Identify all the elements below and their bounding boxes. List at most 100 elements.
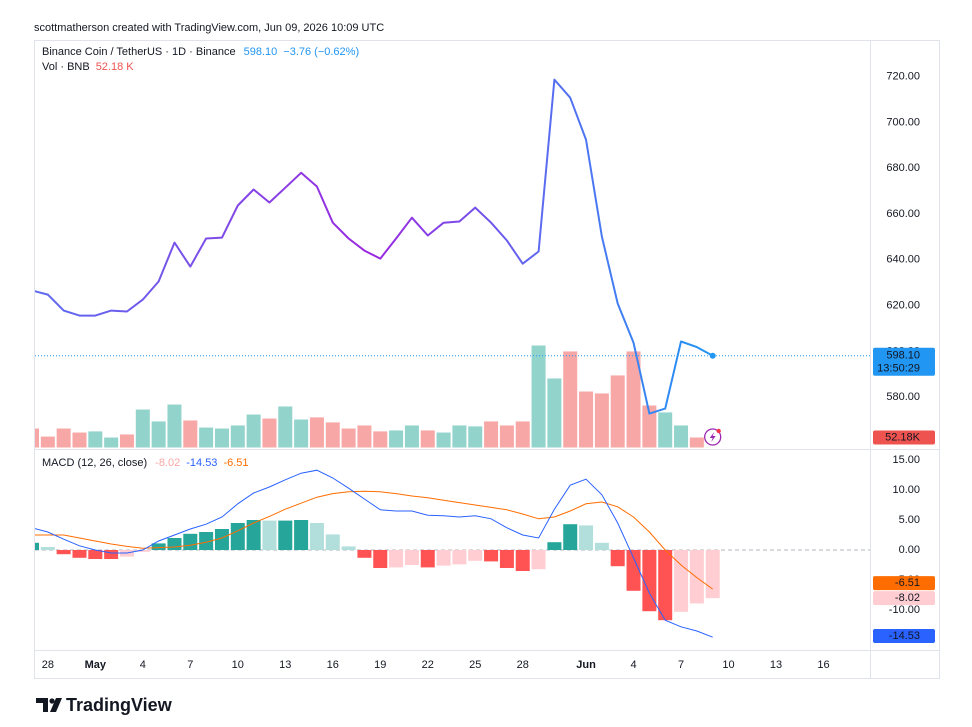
volume-bar [56, 428, 71, 448]
y-tick-label: 680.00 [886, 162, 920, 174]
volume-bar [262, 418, 277, 448]
price-badge [873, 347, 935, 376]
volume-bar [547, 378, 562, 448]
histogram-bar [626, 550, 641, 591]
y-tick-label: 660.00 [886, 208, 920, 220]
vol-title: Vol · BNB [42, 61, 90, 73]
volume-bar [642, 405, 657, 448]
volume-bar [72, 432, 87, 448]
x-tick-label: 28 [42, 659, 54, 671]
histogram-bar [151, 543, 166, 550]
x-tick-label: 28 [517, 659, 529, 671]
volume-bar [214, 428, 229, 448]
x-tick-label: 7 [678, 659, 684, 671]
price-change: −3.76 (−0.62%) [283, 46, 359, 58]
logo-text: TradingView [66, 695, 173, 715]
volume-bar [341, 428, 356, 448]
macd-line [35, 469, 713, 638]
symbol: Binance Coin / TetherUS · 1D · Binance [42, 46, 236, 58]
x-tick-label: 19 [374, 659, 386, 671]
histogram-bar [579, 525, 594, 550]
histogram-bar [56, 550, 71, 555]
signal-badge [873, 576, 935, 591]
x-tick-label: 16 [327, 659, 339, 671]
histogram-bar [214, 529, 229, 550]
y-tick-label: 0.00 [899, 544, 920, 556]
histogram-bar [452, 550, 467, 565]
histogram-bar [135, 550, 150, 552]
last-price: 598.10 [244, 46, 278, 58]
histogram-bar [72, 550, 87, 558]
y-tick-label: 620.00 [886, 299, 920, 311]
x-tick-label: 10 [232, 659, 244, 671]
volume-bar [658, 412, 673, 448]
volume-bar [436, 432, 451, 448]
volume-bar [199, 427, 214, 448]
y-tick-label: 15.00 [892, 454, 920, 466]
signal-badge-label: -6.51 [895, 577, 920, 589]
histogram-bar [167, 538, 182, 550]
histogram-bar [658, 550, 673, 621]
histogram-bar [88, 550, 103, 559]
histogram-bar [341, 546, 356, 550]
x-tick-label: 7 [187, 659, 193, 671]
icon [709, 432, 716, 442]
histogram-bar [183, 533, 198, 550]
volume-bar [230, 425, 245, 448]
histogram-bar [325, 534, 340, 550]
y-tick-label: 700.00 [886, 116, 920, 128]
macd-value: -14.53 [186, 457, 217, 469]
y-tick-label: 10.00 [892, 484, 920, 496]
histogram-bar [104, 550, 119, 559]
histogram-bar [246, 520, 261, 550]
signal-value: -6.51 [223, 457, 248, 469]
volume-bar [357, 425, 372, 448]
volume-badge [873, 430, 935, 445]
logo: TradingView [36, 695, 173, 715]
volume-bar [531, 345, 546, 448]
macd-title: MACD (12, 26, close) [42, 457, 147, 469]
volume-bar [167, 404, 182, 448]
volume-bar [278, 406, 293, 448]
price-badge-label: 13:50:29 [877, 363, 920, 375]
histogram-bar [468, 550, 483, 561]
histogram-bar [515, 550, 530, 571]
histogram-bar [420, 550, 435, 568]
volume-bar [119, 434, 134, 448]
histogram-bar [357, 550, 372, 558]
x-tick-label: 13 [279, 659, 291, 671]
vol-value: 52.18 K [96, 61, 135, 73]
volume-bar [104, 437, 119, 448]
legend-line: Vol · BNB 52.18 K [42, 61, 134, 73]
volume-bar [563, 351, 578, 448]
volume-bar [689, 437, 704, 448]
macd-badge [873, 629, 935, 643]
volume-bar [674, 425, 689, 448]
y-tick-label: 5.00 [899, 514, 920, 526]
histogram-bar [40, 547, 55, 550]
histogram-bar [230, 523, 245, 550]
volume-bar [88, 431, 103, 448]
x-tick-label: 22 [422, 659, 434, 671]
histogram-bar [547, 542, 562, 550]
volume-bar [515, 421, 530, 448]
histogram-bar [531, 550, 546, 570]
histogram-bar [642, 550, 657, 612]
x-tick-label: 25 [469, 659, 481, 671]
logo-icon [49, 698, 55, 704]
histogram-bar [35, 542, 39, 550]
volume-bar [35, 428, 39, 448]
volume-bar [373, 431, 388, 448]
volume-bar [294, 419, 309, 448]
histogram-bar [594, 542, 609, 550]
volume-bar [151, 421, 166, 448]
volume-badge-label: 52.18K [885, 431, 921, 443]
histogram-bar [199, 532, 214, 550]
histogram-bar [499, 550, 514, 568]
histogram-bar [404, 550, 419, 565]
volume-bar [484, 421, 499, 448]
volume-bar [610, 375, 625, 448]
histogram-bar [674, 550, 689, 612]
price-badge-label: 598.10 [886, 350, 920, 362]
histogram-bar [689, 550, 704, 604]
